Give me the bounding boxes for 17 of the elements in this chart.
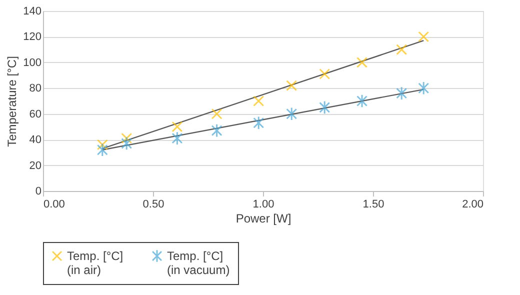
y-tick-label: 120 xyxy=(23,31,42,44)
y-tick-label: 140 xyxy=(23,6,42,18)
y-tick-label: 100 xyxy=(23,56,42,69)
x-tick-label: 0.00 xyxy=(44,198,65,210)
x-axis-title: Power [W] xyxy=(236,212,292,226)
y-tick-label: 80 xyxy=(29,82,42,95)
y-tick-label: 20 xyxy=(29,160,42,172)
y-tick-label: 0 xyxy=(35,186,42,198)
legend-label: Temp. [°C] (in vacuum) xyxy=(167,249,230,277)
y-tick-label: 40 xyxy=(29,134,42,146)
legend-label: Temp. [°C] (in air) xyxy=(67,249,124,277)
x-tick-label: 0.50 xyxy=(142,198,164,210)
x-tick-label: 1.50 xyxy=(362,198,384,210)
y-tick-label: 60 xyxy=(29,108,42,120)
x-tick-label: 2.00 xyxy=(462,198,484,210)
x-tick-label: 1.00 xyxy=(252,198,274,210)
y-axis-title: Temperature [°C] xyxy=(5,56,20,147)
